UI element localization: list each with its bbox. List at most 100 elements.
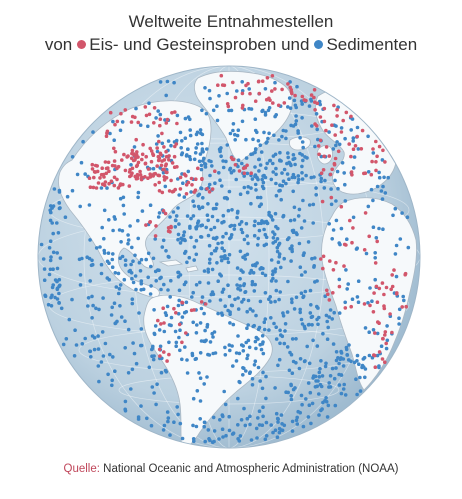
- ice-rock-site-dot: [107, 169, 111, 174]
- sediment-site-dot: [226, 283, 230, 288]
- sediment-site-dot: [355, 125, 360, 130]
- sediment-site-dot: [295, 232, 299, 237]
- sediment-site-dot: [90, 334, 95, 338]
- sediment-site-dot: [274, 288, 279, 293]
- sediment-site-dot: [220, 313, 225, 317]
- sediment-site-dot: [251, 309, 255, 313]
- sediment-site-dot: [330, 366, 335, 371]
- sediment-site-dot: [160, 245, 165, 249]
- sediment-site-dot: [311, 202, 316, 207]
- sediment-site-dot: [253, 147, 258, 152]
- sediment-site-dot: [163, 184, 168, 189]
- ice-rock-site-dot: [153, 183, 157, 187]
- sediment-site-dot: [255, 195, 260, 200]
- sediment-site-dot: [315, 127, 320, 132]
- ice-rock-site-dot: [164, 121, 169, 125]
- sediment-site-dot: [250, 282, 255, 287]
- sediment-site-dot: [213, 351, 218, 355]
- sediment-site-dot: [261, 186, 266, 191]
- sediment-site-dot: [321, 400, 325, 405]
- sediment-site-dot: [130, 301, 135, 306]
- sediment-site-dot: [155, 382, 159, 387]
- sediment-site-dot: [137, 260, 142, 265]
- sediment-site-dot: [139, 327, 144, 331]
- sediment-site-dot: [381, 184, 385, 189]
- ice-rock-site-dot: [216, 83, 220, 87]
- ice-rock-site-dot: [318, 115, 323, 119]
- sediment-site-dot: [239, 227, 244, 232]
- ice-rock-site-dot: [383, 330, 388, 334]
- sediment-site-dot: [55, 221, 59, 225]
- sediment-site-dot: [260, 334, 265, 338]
- sediment-site-dot: [281, 215, 285, 219]
- sediment-site-dot: [191, 423, 195, 428]
- sediment-site-dot: [278, 290, 283, 294]
- sediment-site-dot: [176, 237, 180, 242]
- sediment-site-dot: [167, 340, 171, 345]
- sediment-site-dot: [276, 417, 281, 421]
- ice-rock-site-dot: [169, 178, 173, 183]
- sediment-site-dot: [273, 267, 278, 271]
- sediment-site-dot: [204, 111, 209, 116]
- sediment-site-dot: [320, 374, 325, 378]
- sediment-site-dot: [292, 205, 297, 210]
- sediment-site-dot: [337, 383, 342, 387]
- sediment-site-dot: [307, 104, 312, 108]
- sediment-site-dot: [206, 233, 211, 238]
- sediment-site-dot: [263, 273, 268, 278]
- sediment-site-dot: [259, 150, 264, 154]
- sediment-site-dot: [245, 234, 249, 238]
- sediment-site-dot: [106, 372, 110, 377]
- sediment-site-dot: [274, 337, 279, 341]
- sediment-site-dot: [248, 414, 252, 419]
- sediment-site-dot: [362, 355, 367, 360]
- sediment-site-dot: [73, 328, 77, 333]
- sediment-site-dot: [264, 242, 269, 247]
- sediment-site-dot: [350, 297, 355, 302]
- sediment-site-dot: [307, 403, 312, 408]
- sediment-site-dot: [373, 277, 378, 282]
- ice-rock-site-dot: [233, 163, 238, 167]
- sediment-site-dot: [319, 179, 323, 184]
- ice-rock-site-dot: [316, 144, 321, 148]
- ice-rock-site-dot: [144, 113, 149, 118]
- sediment-site-dot: [246, 338, 251, 343]
- sediment-site-dot: [236, 423, 240, 427]
- ice-rock-site-dot: [375, 300, 380, 305]
- sediment-site-dot: [158, 344, 163, 349]
- sediment-site-dot: [91, 303, 95, 308]
- sediment-site-dot: [42, 267, 47, 271]
- sediment-site-dot: [315, 279, 319, 283]
- sediment-site-dot: [246, 298, 251, 303]
- sediment-site-dot: [343, 136, 347, 141]
- sediment-site-dot: [310, 256, 314, 261]
- sediment-site-dot: [251, 263, 255, 268]
- sediment-site-dot: [351, 139, 356, 143]
- sediment-site-dot: [139, 404, 143, 408]
- sediment-site-dot: [270, 272, 275, 277]
- sediment-site-dot: [89, 263, 94, 268]
- sediment-site-dot: [187, 154, 192, 159]
- sediment-site-dot: [249, 201, 253, 206]
- sediment-site-dot: [338, 242, 342, 247]
- sediment-site-dot: [175, 113, 180, 118]
- sediment-site-dot: [329, 187, 333, 191]
- sediment-site-dot: [57, 291, 61, 296]
- sediment-site-dot: [128, 224, 132, 228]
- sediment-site-dot: [326, 403, 331, 408]
- ice-rock-site-dot: [226, 104, 231, 109]
- sediment-site-dot: [169, 278, 173, 283]
- sediment-site-dot: [48, 218, 53, 223]
- sediment-site-dot: [194, 238, 199, 243]
- sediment-site-dot: [147, 365, 152, 370]
- sediment-site-dot: [316, 322, 320, 327]
- ice-rock-site-dot: [158, 151, 163, 156]
- sediment-site-dot: [131, 280, 136, 285]
- sediment-site-dot: [199, 167, 204, 172]
- sediment-site-dot: [273, 239, 278, 244]
- sediment-site-dot: [229, 170, 234, 175]
- sediment-site-dot: [318, 367, 322, 371]
- sediment-site-dot: [207, 261, 212, 265]
- sediment-site-dot: [240, 89, 245, 93]
- sediment-site-dot: [111, 252, 115, 256]
